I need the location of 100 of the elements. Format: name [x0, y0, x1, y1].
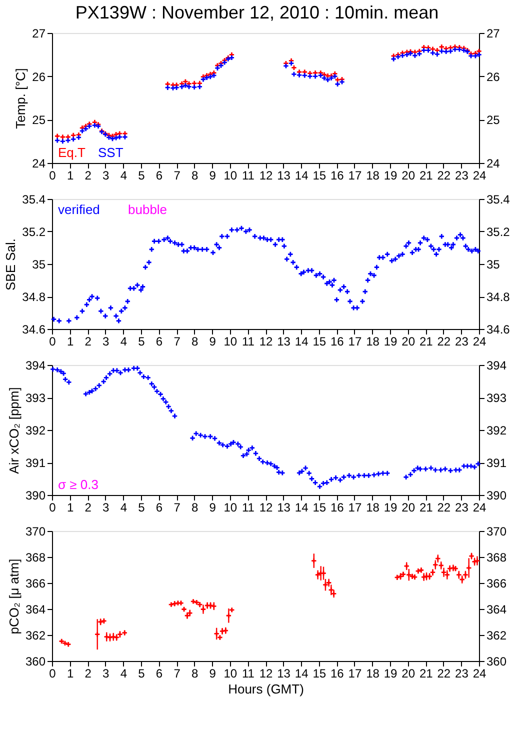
y-tick-label: 27: [32, 26, 46, 40]
y2-tick-label: 368: [486, 550, 507, 564]
y-axis-title: pCO₂ [μ atm]: [6, 558, 22, 634]
x-tick-label: 10: [224, 500, 238, 514]
x-tick-label: 16: [330, 334, 344, 348]
annotation: σ ≥ 0.3: [58, 477, 98, 492]
x-tick-label: 18: [366, 500, 380, 514]
x-tick-label: 14: [294, 334, 309, 348]
y-tick-label: 370: [25, 524, 46, 538]
y-tick-label: 26: [32, 70, 46, 84]
x-tick-label: 1: [66, 334, 74, 348]
x-tick-label: 6: [156, 168, 163, 182]
x-tick-label: 24: [472, 334, 486, 348]
x-tick-label: 23: [455, 666, 469, 680]
y2-tick-label: 362: [486, 628, 507, 642]
x-tick-label: 14: [294, 666, 309, 680]
series-label: Eq.T: [58, 145, 86, 160]
y2-tick-label: 34.8: [486, 290, 510, 304]
y-tick-label: 360: [25, 654, 46, 668]
x-tick-label: 15: [312, 334, 326, 348]
x-tick-label: 13: [277, 500, 291, 514]
y-axis-title: SBE Sal.: [3, 238, 18, 291]
x-tick-label: 2: [84, 666, 92, 680]
y-tick-label: 394: [25, 358, 46, 372]
x-tick-label: 6: [156, 666, 163, 680]
y-tick-label: 25: [32, 113, 46, 128]
x-tick-label: 13: [277, 666, 291, 680]
y2-tick-label: 27: [486, 26, 500, 40]
x-tick-label: 22: [437, 334, 451, 348]
x-tick-label: 8: [191, 334, 198, 348]
x-tick-label: 17: [348, 500, 362, 514]
x-tick-label: 5: [138, 334, 146, 348]
x-tick-label: 20: [402, 334, 416, 348]
y-tick-label: 366: [25, 576, 46, 590]
series-label: SST: [98, 145, 124, 160]
y-tick-label: 393: [25, 391, 46, 405]
x-tick-label: 18: [366, 168, 380, 182]
x-tick-label: 3: [102, 168, 110, 182]
x-tick-label: 4: [120, 666, 128, 680]
x-tick-label: 0: [49, 334, 56, 348]
x-tick-label: 21: [419, 666, 434, 680]
x-tick-label: 8: [191, 666, 198, 680]
x-tick-label: 16: [330, 666, 344, 680]
x-tick-label: 3: [102, 334, 110, 348]
x-tick-label: 17: [348, 334, 362, 348]
x-tick-label: 24: [472, 500, 486, 514]
x-tick-label: 7: [174, 500, 181, 514]
x-tick-label: 9: [209, 334, 216, 348]
y-tick-label: 391: [25, 456, 46, 470]
x-tick-label: 24: [472, 168, 486, 182]
y-tick-label: 35: [32, 258, 46, 272]
y-axis-title: Air xCO₂ [ppm]: [6, 387, 22, 474]
x-tick-label: 23: [455, 334, 469, 348]
x-tick-label: 16: [330, 500, 344, 514]
x-tick-label: 9: [209, 666, 216, 680]
x-tick-label: 20: [402, 168, 416, 182]
x-tick-label: 0: [49, 500, 56, 514]
x-tick-label: 1: [66, 500, 74, 514]
x-tick-label: 9: [209, 500, 216, 514]
x-tick-label: 6: [156, 500, 163, 514]
x-tick-label: 0: [49, 666, 56, 680]
x-tick-label: 20: [402, 666, 416, 680]
x-tick-label: 3: [102, 500, 110, 514]
y-tick-label: 390: [25, 488, 46, 502]
x-tick-label: 12: [259, 334, 273, 348]
x-tick-label: 7: [174, 168, 181, 182]
x-tick-label: 13: [277, 168, 291, 182]
x-tick-label: 14: [294, 500, 309, 514]
x-tick-label: 12: [259, 168, 273, 182]
x-tick-label: 19: [384, 334, 398, 348]
y2-tick-label: 360: [486, 654, 507, 668]
x-tick-label: 13: [277, 334, 291, 348]
y2-tick-label: 34.6: [486, 322, 510, 336]
x-tick-label: 2: [84, 168, 92, 182]
x-tick-label: 12: [259, 500, 273, 514]
y2-tick-label: 390: [486, 488, 507, 502]
y-tick-label: 368: [25, 550, 46, 564]
x-tick-label: 21: [419, 168, 434, 182]
x-tick-label: 9: [209, 168, 216, 182]
x-tick-label: 10: [224, 334, 238, 348]
text: verified: [58, 202, 100, 217]
y-tick-label: 364: [25, 602, 46, 616]
x-tick-label: 16: [330, 168, 344, 182]
y-tick-label: 392: [25, 424, 46, 438]
x-tick-label: 22: [437, 500, 451, 514]
y-axis-title: Temp. [°C]: [13, 68, 28, 129]
x-tick-label: 1: [66, 666, 74, 680]
x-tick-label: 19: [384, 666, 398, 680]
x-tick-label: 1: [66, 168, 74, 182]
x-tick-label: 22: [437, 666, 451, 680]
x-tick-label: 18: [366, 334, 380, 348]
x-tick-label: 2: [84, 500, 92, 514]
x-tick-label: 4: [120, 168, 128, 182]
x-tick-label: 8: [191, 168, 198, 182]
x-tick-label: 4: [120, 334, 128, 348]
x-tick-label: 11: [242, 334, 255, 348]
x-tick-label: 5: [138, 168, 146, 182]
x-tick-label: 7: [174, 334, 181, 348]
x-tick-label: 2: [84, 334, 92, 348]
x-tick-label: 11: [242, 168, 255, 182]
